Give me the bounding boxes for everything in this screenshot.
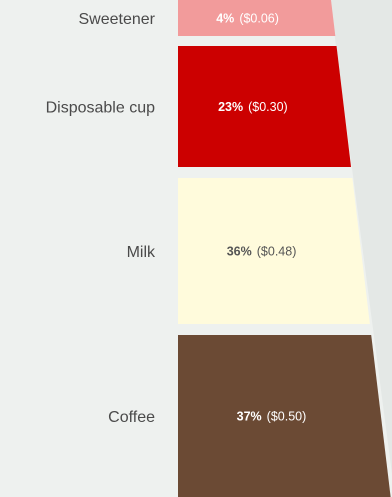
percent-label: 37% xyxy=(237,410,262,424)
bar-group xyxy=(178,0,391,497)
bar-segment-milk xyxy=(178,178,370,324)
category-label: Coffee xyxy=(108,409,155,426)
segment-data-label: 4% ($0.06) xyxy=(216,12,279,26)
bar-segment-sweetener xyxy=(178,0,336,36)
label-group: Sweetener 4% ($0.06) Disposable cup 23% ($0.3… xyxy=(46,11,307,426)
value-label: ($0.30) xyxy=(248,100,288,114)
segment-data-label: 36% ($0.48) xyxy=(227,245,297,259)
percent-label: 36% xyxy=(227,245,252,259)
bar-segment-disposable-cup xyxy=(178,46,352,167)
category-label: Sweetener xyxy=(79,11,156,28)
segment-data-label: 37% ($0.50) xyxy=(237,410,307,424)
chart-backdrop-panel xyxy=(330,0,392,497)
value-label: ($0.06) xyxy=(239,12,279,26)
segment-data-label: 23% ($0.30) xyxy=(218,100,288,114)
value-label: ($0.50) xyxy=(267,410,307,424)
category-label: Disposable cup xyxy=(46,100,156,117)
bar-segment-coffee xyxy=(178,335,391,497)
percent-label: 4% xyxy=(216,12,234,26)
percent-label: 23% xyxy=(218,100,243,114)
value-label: ($0.48) xyxy=(257,245,297,259)
category-label: Milk xyxy=(127,244,156,261)
